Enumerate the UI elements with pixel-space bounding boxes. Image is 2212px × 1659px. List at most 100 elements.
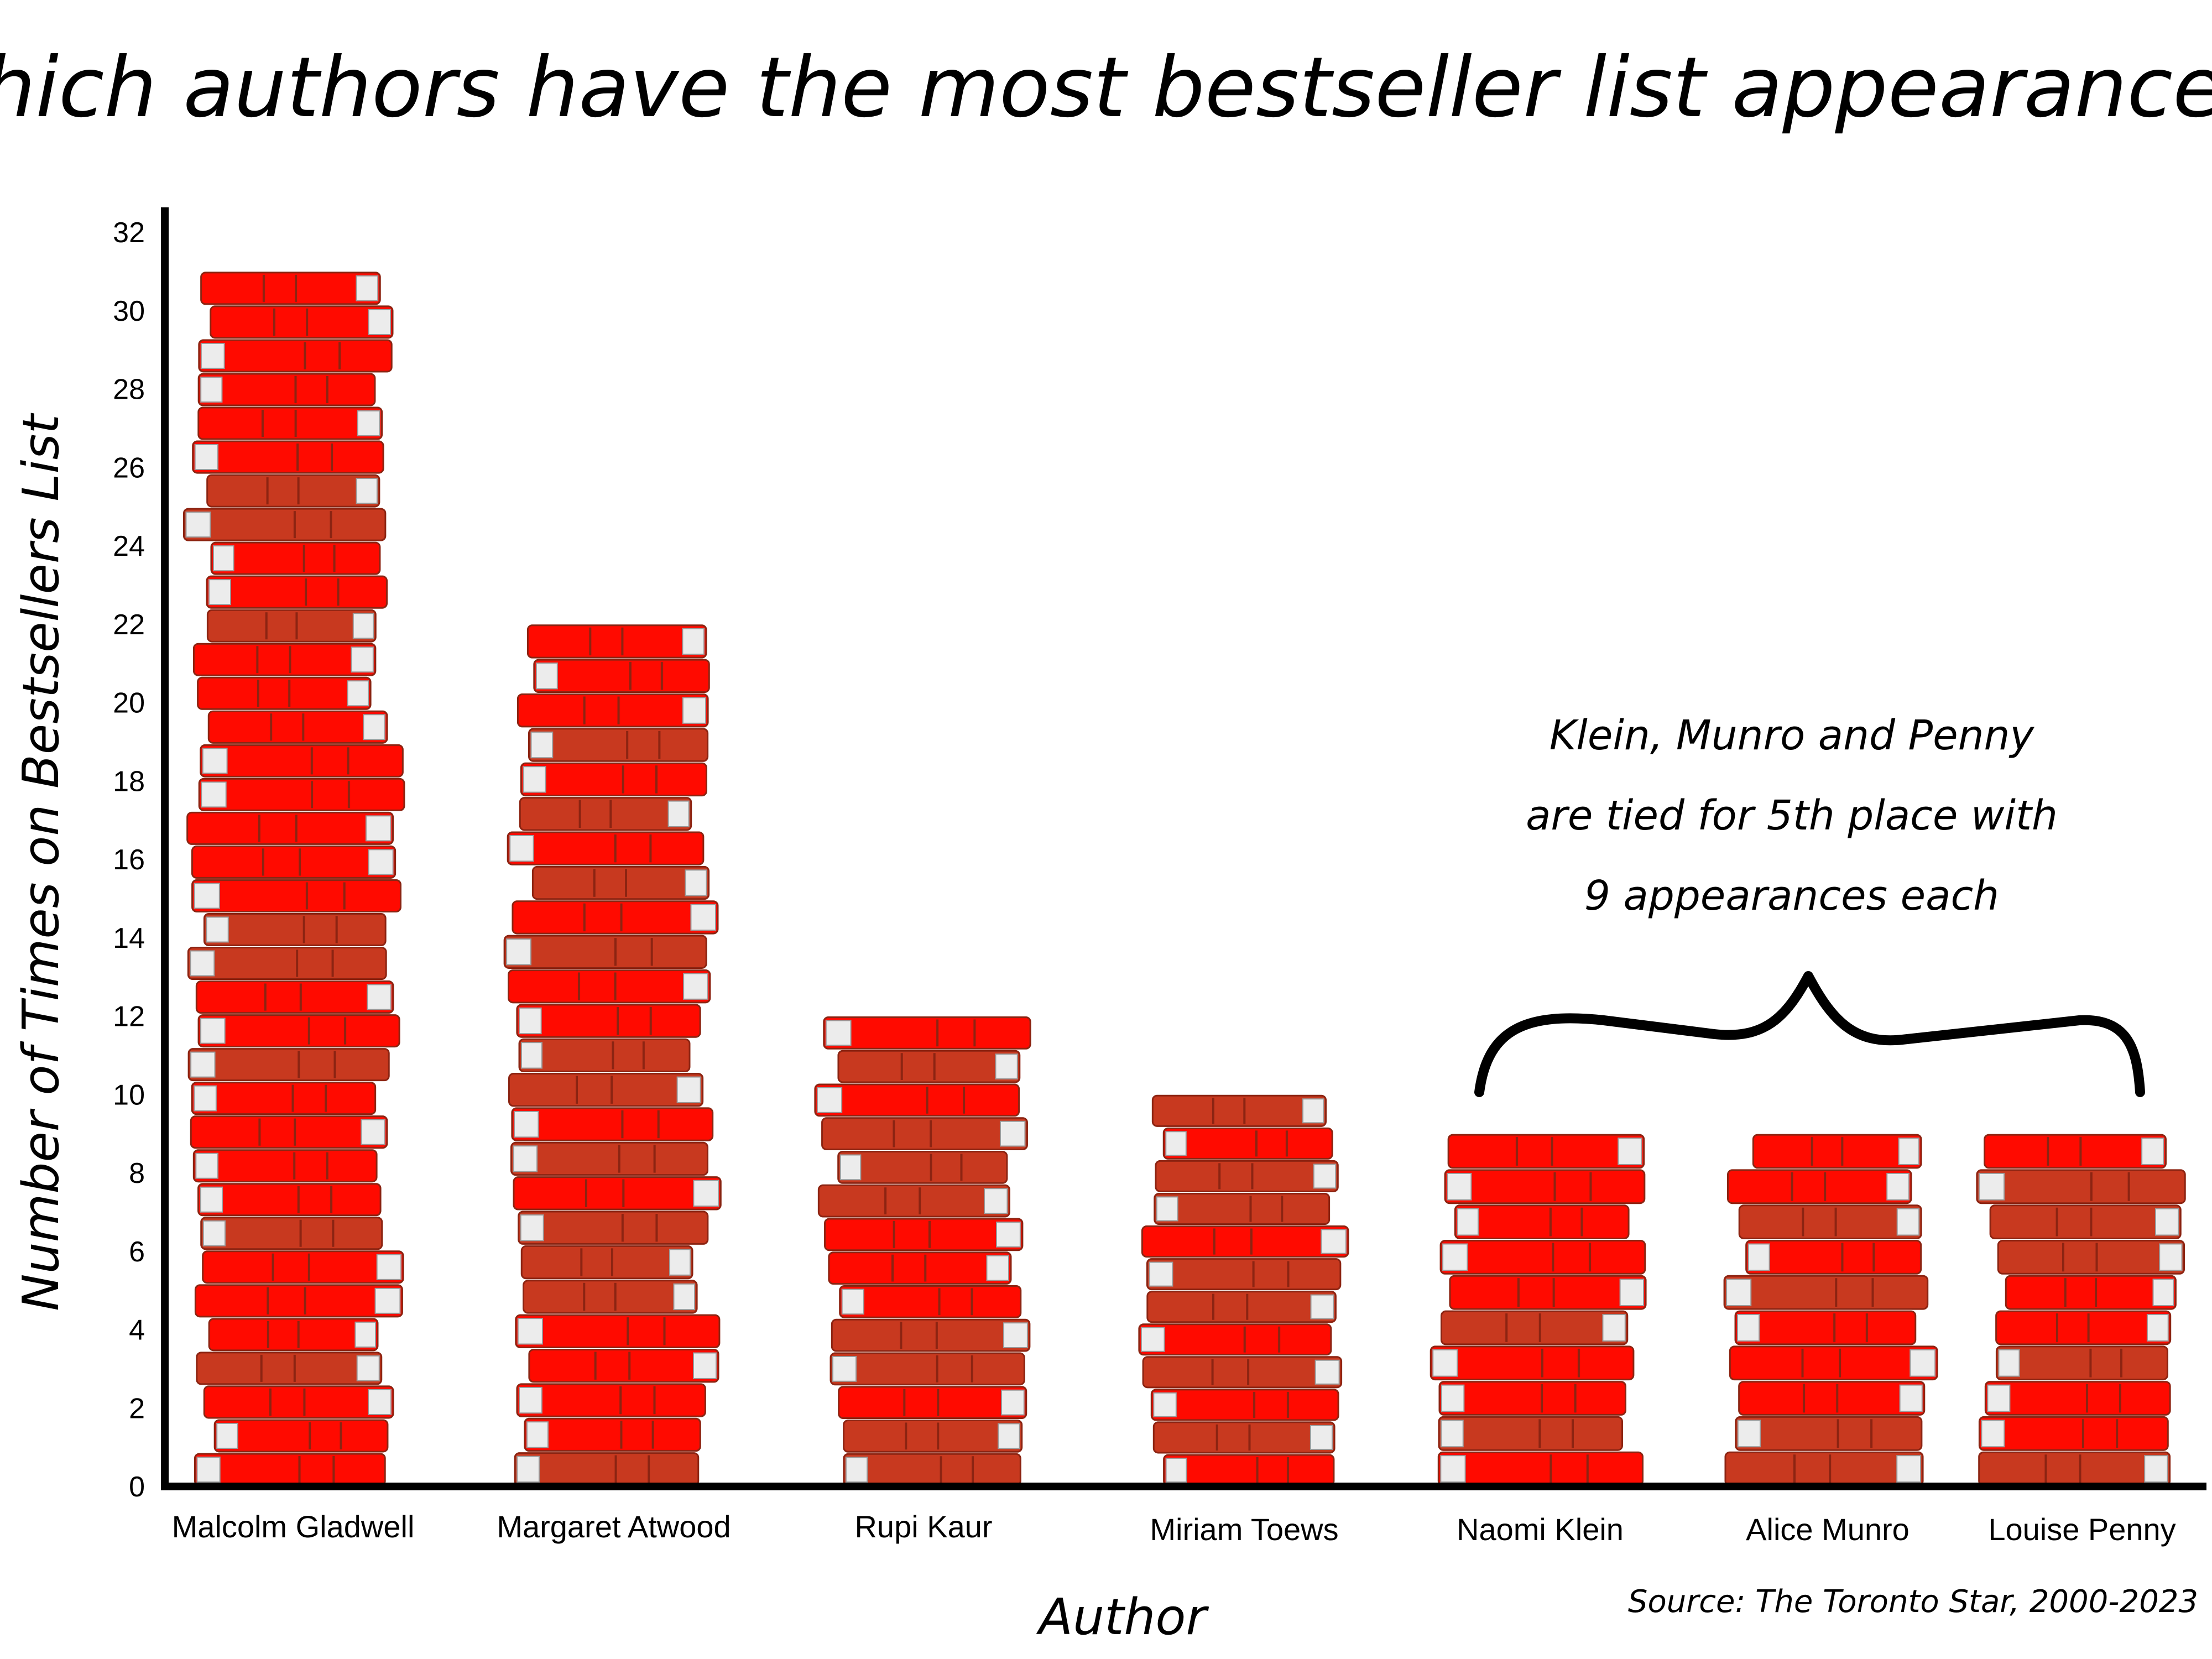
book (1146, 1258, 1342, 1291)
book (531, 865, 710, 900)
book (507, 831, 705, 865)
book (197, 676, 372, 710)
book (1430, 1345, 1635, 1381)
book (515, 1314, 721, 1349)
book (187, 947, 387, 980)
book (1723, 1275, 1929, 1310)
book (1437, 1451, 1644, 1486)
book (1150, 1389, 1339, 1421)
book (206, 609, 377, 643)
book (1449, 1275, 1647, 1310)
book (523, 1280, 698, 1314)
book (210, 541, 381, 575)
book (838, 1386, 1027, 1419)
book (207, 710, 388, 744)
annotation-line: 9 appearances each (1584, 872, 1999, 920)
book (194, 1453, 386, 1486)
book (1138, 1323, 1332, 1356)
book (192, 440, 384, 474)
book (1726, 1169, 1912, 1204)
y-tick-label: 10 (113, 1079, 145, 1111)
book (1745, 1239, 1922, 1275)
book (1439, 1239, 1646, 1275)
book (1724, 1451, 1924, 1486)
book (1163, 1454, 1335, 1486)
book (213, 1419, 389, 1453)
book (524, 1417, 701, 1452)
book (503, 935, 707, 969)
book (1738, 1204, 1922, 1239)
book (1444, 1169, 1646, 1204)
book (516, 1004, 701, 1038)
book (828, 1251, 1012, 1285)
book (1142, 1356, 1343, 1389)
book (182, 508, 387, 541)
y-axis-title: Number of Times on Bestsellers List (12, 413, 70, 1311)
book (1995, 1310, 2172, 1345)
bar (1976, 1134, 2186, 1486)
book (830, 1352, 1025, 1386)
book (514, 1452, 700, 1486)
book (518, 1211, 709, 1245)
book (1752, 1134, 1922, 1169)
book (200, 1217, 383, 1250)
book (1438, 1416, 1623, 1451)
book (1447, 1134, 1645, 1169)
book (1155, 1160, 1339, 1192)
book (206, 474, 380, 508)
y-tick-label: 24 (113, 530, 145, 562)
book (186, 811, 394, 845)
book (528, 728, 709, 762)
book (197, 1014, 400, 1048)
book (206, 575, 388, 609)
bar (1723, 1134, 1938, 1486)
book (200, 744, 404, 778)
book (1440, 1310, 1629, 1345)
x-tick-label: Malcolm Gladwell (172, 1509, 415, 1544)
book (195, 980, 394, 1014)
chart-title: Which authors have the most bestseller l… (0, 40, 2212, 136)
book (198, 339, 393, 373)
book (837, 1151, 1008, 1184)
annotation-line: are tied for 5th place with (1526, 792, 2058, 839)
book (198, 778, 405, 811)
book (508, 969, 711, 1004)
book (1738, 1381, 1926, 1416)
book (197, 406, 383, 440)
book (1454, 1204, 1630, 1239)
x-axis-title: Author (1036, 1588, 1209, 1646)
book (1162, 1127, 1333, 1160)
book (519, 797, 692, 831)
book (1154, 1192, 1331, 1225)
book (203, 912, 387, 946)
book (510, 1141, 708, 1176)
book (187, 1048, 390, 1082)
book (197, 1183, 382, 1217)
book (1729, 1345, 1938, 1381)
x-tick-label: Alice Munro (1746, 1512, 1910, 1547)
book (1976, 1169, 2186, 1204)
bar (1138, 1094, 1349, 1486)
book (1152, 1421, 1335, 1454)
x-tick-label: Naomi Klein (1457, 1512, 1624, 1547)
book (191, 1082, 377, 1115)
book (520, 762, 708, 797)
annotation-line: Klein, Munro and Penny (1550, 712, 2035, 759)
book (1735, 1416, 1923, 1451)
x-tick-label: Louise Penny (1988, 1512, 2176, 1547)
book (203, 1385, 394, 1419)
book (194, 1284, 403, 1318)
y-tick-label: 0 (129, 1471, 145, 1503)
book (200, 272, 381, 305)
x-tick-label: Rupi Kaur (854, 1509, 992, 1544)
y-tick-label: 6 (129, 1236, 145, 1268)
book (192, 1149, 378, 1183)
book (1146, 1291, 1337, 1323)
book (1978, 1416, 2169, 1451)
y-tick-label: 8 (129, 1157, 145, 1190)
book (516, 1383, 706, 1417)
y-tick-label: 16 (113, 844, 145, 876)
bars-layer (182, 272, 2186, 1486)
